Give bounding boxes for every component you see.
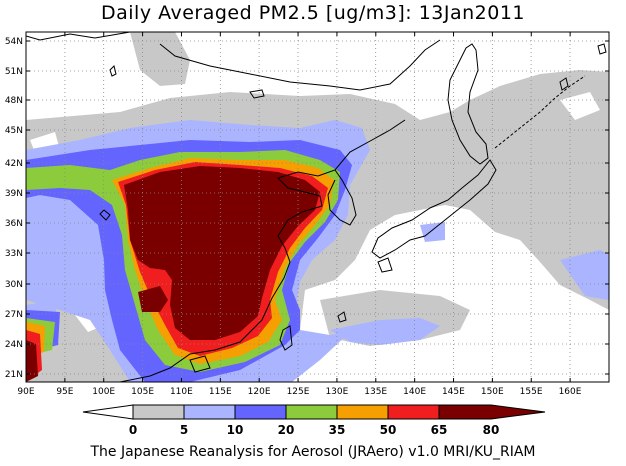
credit-line: The Japanese Reanalysis for Aerosol (JRA… — [90, 444, 536, 460]
colorbar-label: 65 — [431, 423, 448, 437]
map-frame — [25, 31, 610, 383]
lon-tick-label: 125E — [287, 387, 310, 397]
colorbar-label: 35 — [329, 423, 346, 437]
lat-tick-label: 30N — [5, 280, 23, 290]
lon-tick-label: 155E — [520, 387, 543, 397]
lon-tick-label: 100E — [92, 387, 115, 397]
lat-tick-label: 21N — [5, 370, 23, 380]
lat-tick-label: 33N — [5, 249, 23, 259]
lat-tick-label: 45N — [5, 126, 23, 136]
lon-tick-labels: 90E 95E 100E 105E 110E 115E 120E 125E 13… — [17, 387, 581, 397]
map-title: Daily Averaged PM2.5 [ug/m3]: 13Jan2011 — [100, 2, 526, 24]
colorbar-label: 20 — [278, 423, 295, 437]
lat-tick-label: 48N — [5, 96, 23, 106]
lat-tick-label: 36N — [5, 219, 23, 229]
colorbar-label: 80 — [483, 423, 500, 437]
lon-tick-label: 115E — [209, 387, 232, 397]
colorbar-swatch-1 — [132, 404, 185, 420]
lon-tick-label: 105E — [131, 387, 154, 397]
lat-tick-label: 39N — [5, 189, 23, 199]
lon-tick-label: 135E — [364, 387, 387, 397]
colorbar-swatch-2 — [183, 404, 236, 420]
colorbar-swatch-7 — [438, 404, 546, 420]
lat-tick-label: 51N — [5, 67, 23, 77]
lon-tick-label: 140E — [403, 387, 426, 397]
lon-tick-label: 95E — [56, 387, 73, 397]
lon-tick-label: 150E — [481, 387, 504, 397]
lon-tick-label: 160E — [559, 387, 582, 397]
colorbar-swatch-0 — [82, 404, 134, 420]
colorbar-swatch-5 — [336, 404, 389, 420]
lat-tick-labels: 54N 51N 48N 45N 42N 39N 36N 33N 30N 27N … — [5, 37, 23, 380]
lat-tick-label: 54N — [5, 37, 23, 47]
lon-tick-label: 110E — [170, 387, 193, 397]
tick-marks — [25, 32, 609, 382]
colorbar-label: 5 — [180, 423, 188, 437]
lat-tick-label: 42N — [5, 159, 23, 169]
colorbar-swatch-3 — [234, 404, 287, 420]
coastlines — [26, 32, 607, 382]
colorbar-label: 0 — [129, 423, 137, 437]
lon-tick-label: 130E — [325, 387, 348, 397]
lat-tick-label: 27N — [5, 310, 23, 320]
colorbar-label: 10 — [227, 423, 244, 437]
lon-tick-label: 90E — [17, 387, 34, 397]
colorbar-swatch-6 — [387, 404, 440, 420]
colorbar-label: 50 — [380, 423, 397, 437]
colorbar-swatch-4 — [285, 404, 338, 420]
lon-tick-label: 120E — [248, 387, 271, 397]
colorbar: 0 5 10 20 35 50 65 80 — [82, 404, 546, 437]
pm25-field — [26, 32, 609, 382]
lon-tick-label: 145E — [442, 387, 465, 397]
island-arc — [494, 75, 586, 149]
lat-tick-label: 24N — [5, 340, 23, 350]
